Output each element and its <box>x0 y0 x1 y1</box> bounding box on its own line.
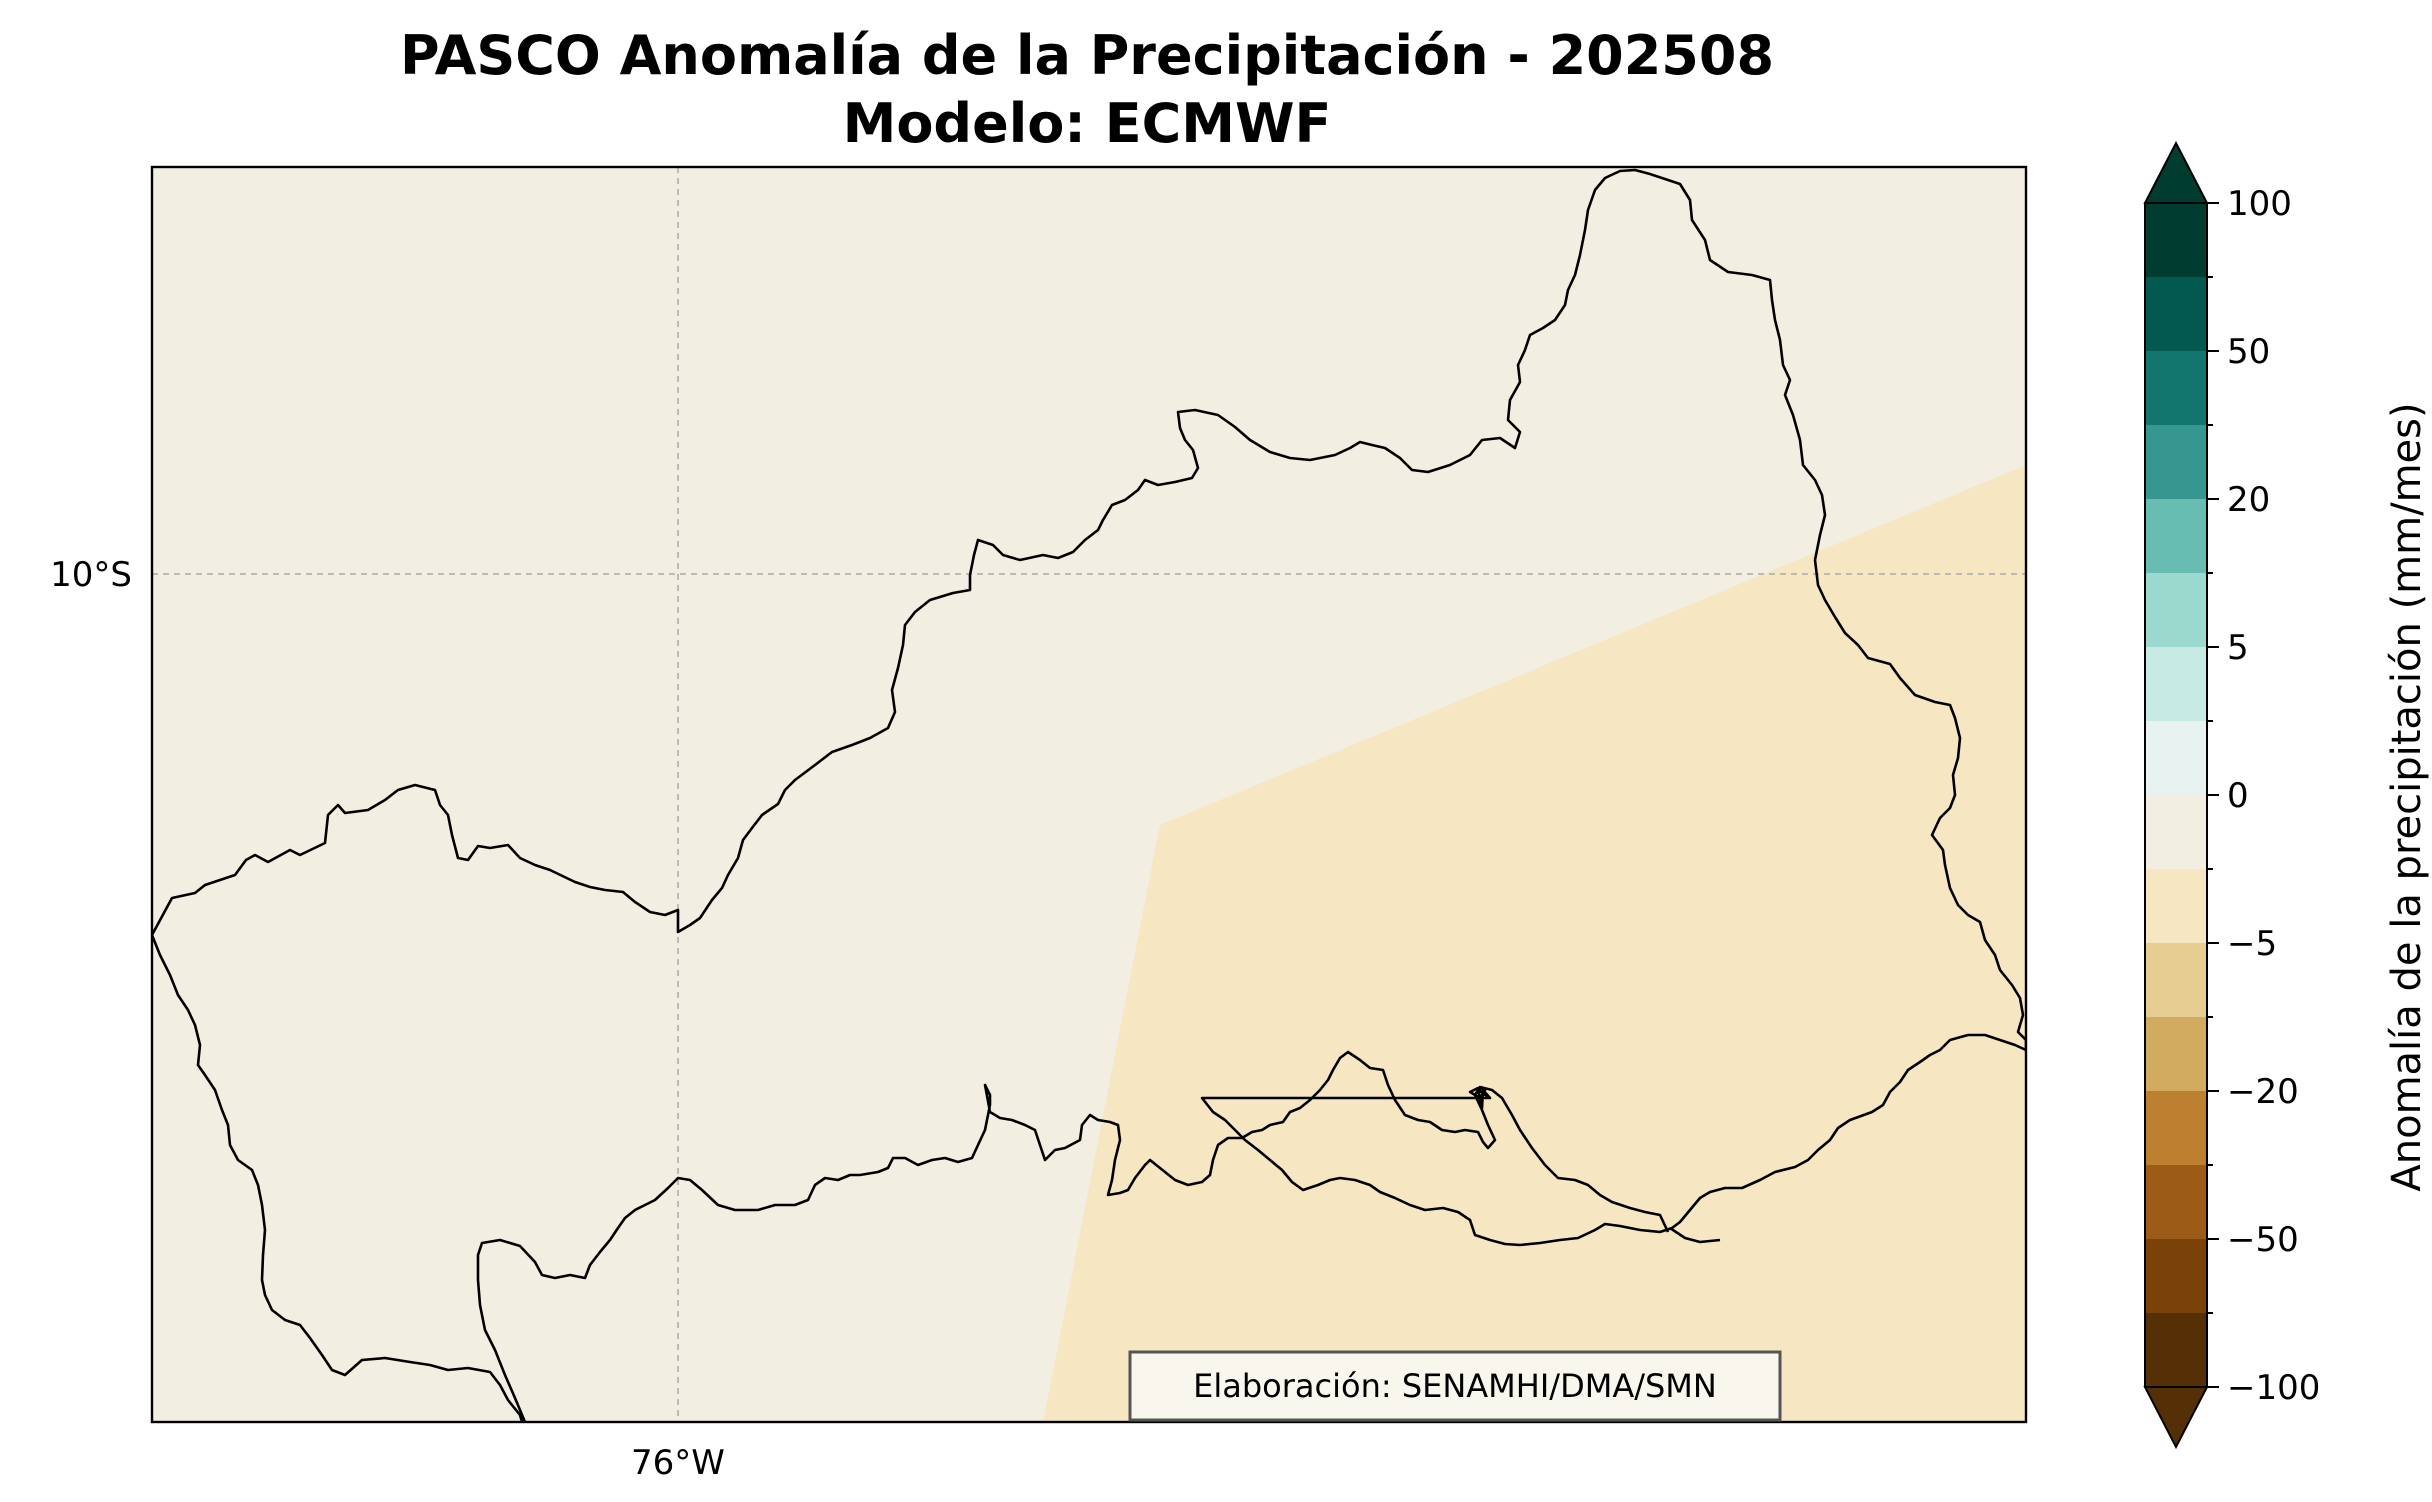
colorbar-bin <box>2145 573 2207 648</box>
colorbar-bin <box>2145 1165 2207 1240</box>
colorbar-bin <box>2145 351 2207 426</box>
colorbar-bin <box>2145 943 2207 1018</box>
credit-box: Elaboración: SENAMHI/DMA/SMN <box>1128 1350 1782 1422</box>
colorbar-tick-label: 0 <box>2227 776 2249 816</box>
colorbar-bin <box>2145 1313 2207 1388</box>
map-panel <box>152 167 2026 1422</box>
colorbar-tick-label: 5 <box>2227 628 2249 668</box>
longitude-tick-label: 76°W <box>631 1443 725 1483</box>
colorbar-bin <box>2145 277 2207 352</box>
colorbar-extend-min <box>2143 1386 2209 1450</box>
colorbar-bin <box>2145 1017 2207 1092</box>
colorbar-bin <box>2145 1091 2207 1166</box>
colorbar-bin <box>2145 499 2207 574</box>
map-frame <box>150 165 2028 1424</box>
colorbar-label: Anomalía de la precipitación (mm/mes) <box>2384 402 2430 1191</box>
colorbar-tick-label: 20 <box>2227 480 2270 520</box>
latitude-tick-label: 10°S <box>50 555 132 595</box>
figure-title-line2: Modelo: ECMWF <box>843 92 1332 155</box>
credit-text: Elaboración: SENAMHI/DMA/SMN <box>1193 1367 1717 1405</box>
colorbar-bin <box>2145 647 2207 722</box>
colorbar-bin <box>2145 869 2207 944</box>
colorbar-bin <box>2145 721 2207 796</box>
pasco-region-southern-outline <box>152 934 1721 1422</box>
colorbar-tick-label: −5 <box>2227 924 2277 964</box>
colorbar-tick-label: −20 <box>2227 1072 2299 1112</box>
colorbar-tick-label: −100 <box>2227 1368 2320 1408</box>
colorbar-bin <box>2145 795 2207 870</box>
colorbar-extend-max <box>2143 140 2209 204</box>
colorbar-bin <box>2145 1239 2207 1314</box>
negative-anomaly-area <box>1043 465 2026 1422</box>
colorbar-bin <box>2145 203 2207 278</box>
colorbar-bin <box>2145 425 2207 500</box>
colorbar-tick-label: 100 <box>2227 184 2292 224</box>
colorbar-tick-label: −50 <box>2227 1220 2299 1260</box>
figure-title-line1: PASCO Anomalía de la Precipitación - 202… <box>400 24 1774 87</box>
colorbar-tick-label: 50 <box>2227 332 2270 372</box>
